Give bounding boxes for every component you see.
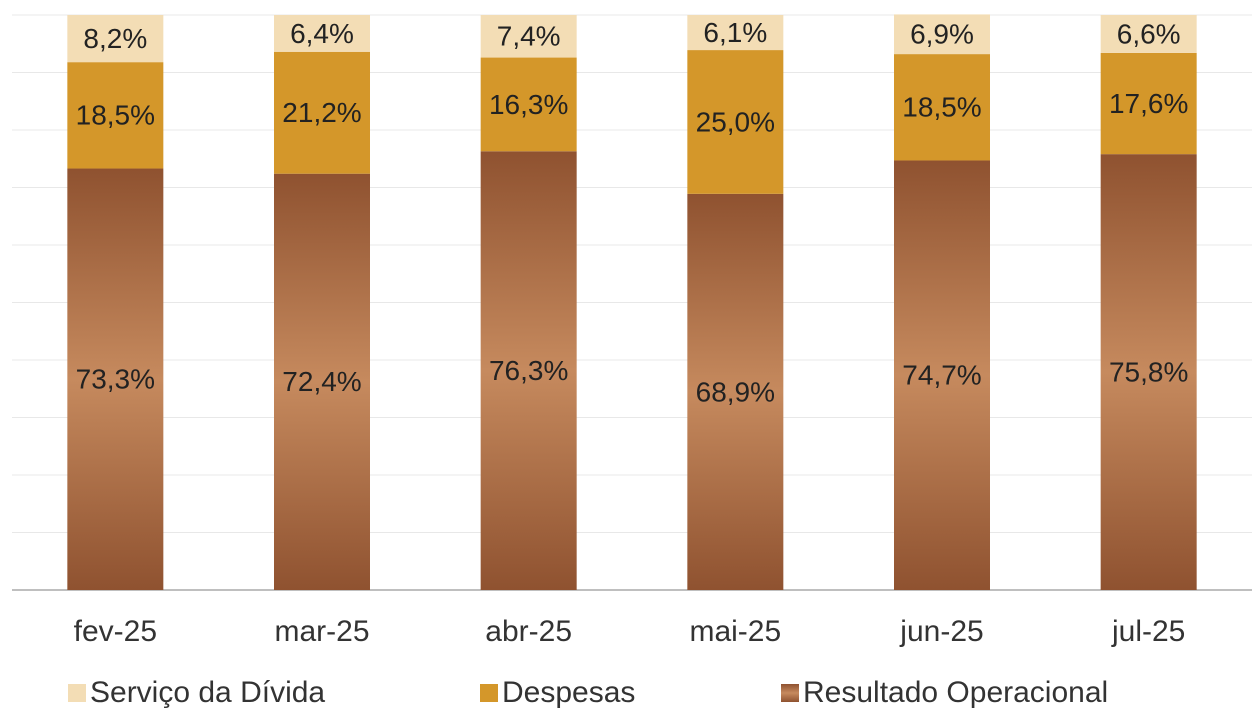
data-label: 68,9% — [696, 376, 775, 407]
data-label: 76,3% — [489, 355, 568, 386]
legend-label: Serviço da Dívida — [90, 676, 325, 709]
x-tick-label: mai-25 — [689, 615, 781, 648]
data-label: 7,4% — [497, 21, 561, 52]
data-label: 73,3% — [76, 364, 155, 395]
legend-swatch — [68, 684, 86, 702]
legend-label: Resultado Operacional — [803, 676, 1108, 709]
data-label: 75,8% — [1109, 356, 1188, 387]
data-label: 6,9% — [910, 19, 974, 50]
bar-segment — [480, 15, 577, 58]
data-label: 16,3% — [489, 89, 568, 120]
bar-segment — [274, 173, 370, 590]
bar-segment — [894, 160, 990, 590]
legend-swatch — [781, 684, 799, 702]
bar-segment — [687, 15, 784, 51]
bar-segment — [894, 54, 990, 161]
bar-segment — [274, 51, 370, 174]
legend-swatch — [480, 684, 498, 702]
x-tick-label: abr-25 — [485, 615, 572, 648]
bar-segment — [67, 62, 164, 169]
bar-segment — [1100, 15, 1197, 53]
x-tick-label: jun-25 — [899, 615, 983, 648]
bar-segment — [687, 50, 784, 194]
bar-segment — [67, 168, 164, 590]
x-tick-label: fev-25 — [74, 615, 157, 648]
bar-segment — [480, 57, 577, 152]
bar-segment — [67, 15, 164, 63]
data-label: 25,0% — [696, 106, 775, 137]
bar-segment — [1100, 154, 1197, 590]
data-label: 8,2% — [83, 23, 147, 54]
bar-segment — [480, 151, 577, 590]
data-label: 6,4% — [290, 18, 354, 49]
bar-segment — [1100, 52, 1197, 155]
bar-segment — [894, 14, 990, 55]
bar-segment — [274, 15, 370, 52]
data-label: 6,1% — [703, 17, 767, 48]
legend-label: Despesas — [502, 676, 635, 709]
data-label: 17,6% — [1109, 88, 1188, 119]
data-label: 6,6% — [1117, 18, 1181, 49]
bar-segment — [687, 193, 784, 590]
data-label: 72,4% — [282, 366, 361, 397]
data-label: 21,2% — [282, 97, 361, 128]
data-label: 18,5% — [76, 100, 155, 131]
data-label: 18,5% — [902, 92, 981, 123]
x-tick-label: mar-25 — [274, 615, 369, 648]
x-tick-label: jul-25 — [1111, 615, 1185, 648]
data-label: 74,7% — [902, 360, 981, 391]
